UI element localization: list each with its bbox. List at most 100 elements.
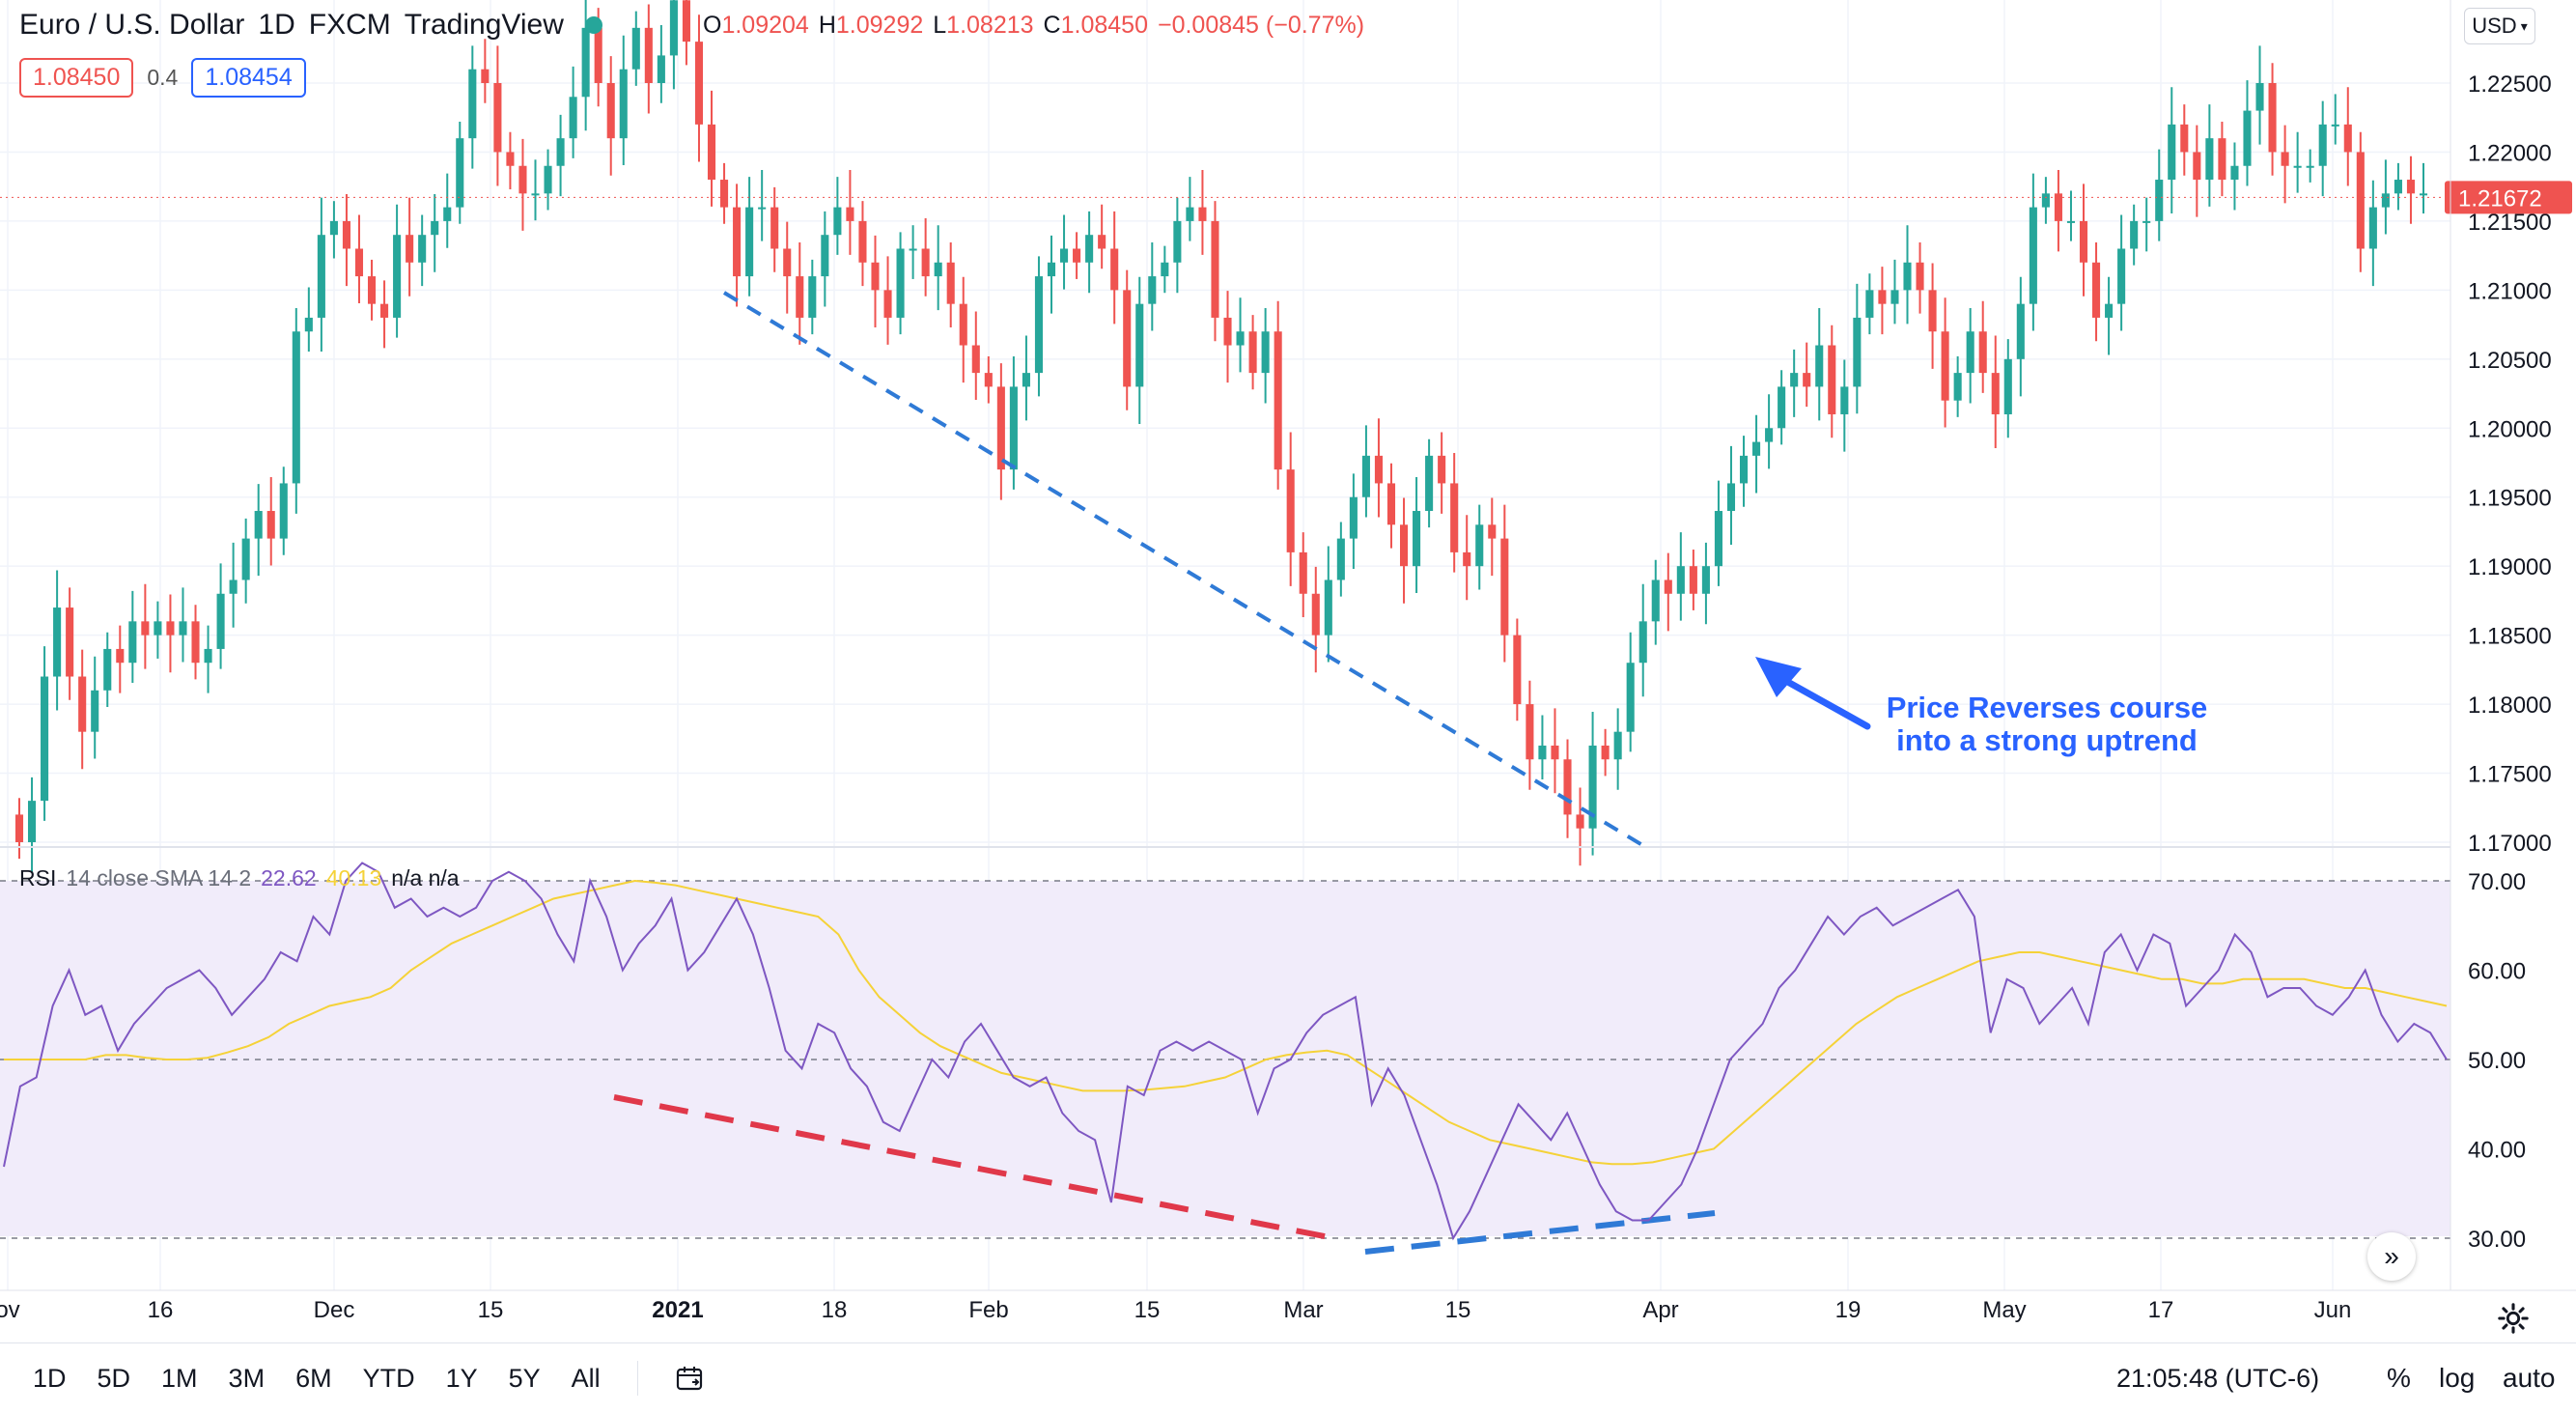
candle-body <box>1588 745 1597 829</box>
candle-body <box>1060 248 1069 263</box>
price-tick-label: 1.21000 <box>2468 278 2552 304</box>
candle-body <box>506 152 515 166</box>
candle-body <box>1778 386 1786 429</box>
candle-body <box>1500 538 1509 636</box>
clock-timezone[interactable]: 21:05:48 (UTC-6) <box>2116 1363 2320 1393</box>
timeframe-1m[interactable]: 1M <box>161 1363 198 1393</box>
candle-body <box>380 303 389 318</box>
time-tick-label: Mar <box>1283 1297 1323 1323</box>
sell-price-button[interactable]: 1.08450 <box>19 58 134 98</box>
candle-body <box>821 235 829 277</box>
rsi-tick-label: 70.00 <box>2468 869 2526 895</box>
candle-body <box>1828 345 1836 414</box>
rsi-divergence-line <box>613 1094 1335 1241</box>
rsi-value: 22.62 <box>261 865 317 890</box>
percent-scale-toggle[interactable]: % <box>2387 1363 2411 1393</box>
candle-body <box>2041 193 2050 208</box>
candle-body <box>1248 331 1257 374</box>
last-price-label: 1.21672 <box>2458 185 2542 212</box>
candle-body <box>2281 152 2289 166</box>
timeframe-1y[interactable]: 1Y <box>445 1363 478 1393</box>
candle-body <box>154 621 162 636</box>
candle-body <box>1815 345 1824 387</box>
currency-selector[interactable]: USD ▾ <box>2464 8 2535 44</box>
candle-body <box>342 220 350 249</box>
toolbar-divider <box>636 1361 638 1396</box>
auto-scale-toggle[interactable]: auto <box>2503 1363 2556 1393</box>
price-downtrend-line <box>722 291 1649 850</box>
scroll-to-realtime-button[interactable]: » <box>2367 1232 2416 1281</box>
candle-body <box>694 42 704 125</box>
candle-body <box>1840 386 1849 414</box>
time-tick-label: Feb <box>968 1297 1008 1323</box>
candle-body <box>1765 428 1774 442</box>
candle-body <box>2003 358 2012 414</box>
rsi-levels <box>0 880 2450 1239</box>
candle-body <box>166 621 175 636</box>
timeframe-5d[interactable]: 5D <box>97 1363 131 1393</box>
price-axis[interactable]: 1.17000 1.17500 1.18000 1.18500 1.19000 1.195… <box>0 71 2572 1253</box>
candle-body <box>1336 538 1345 580</box>
candle-body <box>1878 290 1887 304</box>
candle-body <box>1752 441 1761 456</box>
candle-body <box>103 648 112 691</box>
log-scale-toggle[interactable]: log <box>2439 1363 2476 1393</box>
candle-body <box>1513 635 1522 705</box>
timeframe-6m[interactable]: 6M <box>295 1363 332 1393</box>
candle-body <box>468 69 477 139</box>
candle-body <box>657 55 665 83</box>
rsi-legend[interactable]: RSI 14 close SMA 14 2 22.62 40.13 n/a n/… <box>19 865 460 891</box>
candle-body <box>531 193 540 196</box>
candle-body <box>1425 455 1434 512</box>
time-axis[interactable]: ov 16 Dec 15 2021 18 Feb 15 Mar 15 Apr 19 May 17 Jun <box>0 1297 2351 1323</box>
candle-body <box>1374 455 1383 484</box>
candle-body <box>796 276 804 318</box>
candle-body <box>1651 579 1660 622</box>
gear-icon[interactable] <box>2497 1302 2530 1335</box>
interval-label[interactable]: 1D <box>258 9 295 41</box>
candle-body <box>1714 511 1722 567</box>
candle-body <box>1601 745 1610 760</box>
candle-body <box>2243 110 2252 166</box>
candle-body <box>2218 138 2226 181</box>
timeframe-ytd[interactable]: YTD <box>362 1363 415 1393</box>
time-tick-label: 18 <box>822 1297 848 1323</box>
timeframe-all[interactable]: All <box>571 1363 601 1393</box>
candle-body <box>367 276 377 304</box>
annotation-arrow <box>1755 657 1871 730</box>
go-to-date-icon[interactable] <box>675 1365 706 1392</box>
symbol-name[interactable]: Euro / U.S. Dollar <box>19 9 245 41</box>
double-chevron-right-icon: » <box>2384 1241 2399 1271</box>
time-tick-label: 17 <box>2148 1297 2174 1323</box>
candle-body <box>1966 331 1974 374</box>
candle-body <box>934 262 942 277</box>
candle-body <box>1399 524 1409 567</box>
candle-body <box>2130 220 2139 249</box>
candle-body <box>1085 235 1094 263</box>
time-tick-label: 19 <box>1835 1297 1862 1323</box>
buy-price-button[interactable]: 1.08454 <box>191 58 306 98</box>
candle-body <box>569 97 577 139</box>
candle-body <box>1311 593 1320 636</box>
candle-body <box>1110 248 1119 291</box>
candle-body <box>1538 745 1547 760</box>
candle-body <box>2331 124 2339 127</box>
candle-body <box>631 27 640 70</box>
candle-body <box>883 290 892 318</box>
timeframe-1d[interactable]: 1D <box>33 1363 67 1393</box>
candle-body <box>2205 138 2214 181</box>
candle-body <box>304 317 313 332</box>
symbol-header[interactable]: Euro / U.S. Dollar 1D FXCM TradingView <box>19 6 610 44</box>
rsi-tick-label: 50.00 <box>2468 1048 2526 1074</box>
timeframe-5y[interactable]: 5Y <box>508 1363 541 1393</box>
price-tick-label: 1.18500 <box>2468 624 2552 650</box>
timeframe-3m[interactable]: 3M <box>228 1363 266 1393</box>
candle-body <box>1689 566 1697 594</box>
candle-body <box>1135 303 1144 387</box>
ohlc-readout: O1.09204 H1.09292 L1.08213 C1.08450 −0.0… <box>703 12 1364 40</box>
candle-body <box>2016 303 2025 359</box>
time-tick-label: Apr <box>1642 1297 1678 1323</box>
time-tick-label: 2021 <box>652 1297 703 1323</box>
chevron-down-icon: ▾ <box>2520 17 2528 34</box>
